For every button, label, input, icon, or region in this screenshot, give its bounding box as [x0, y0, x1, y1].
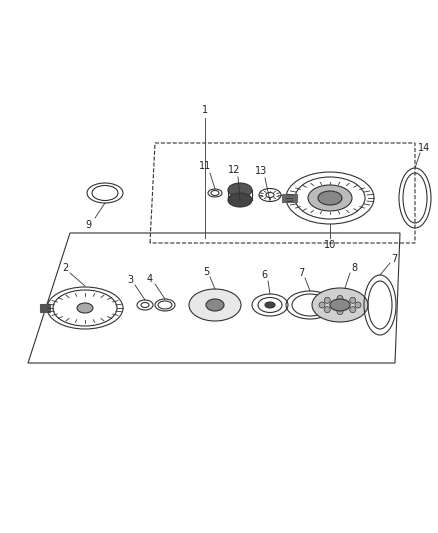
Text: 3: 3 — [127, 275, 133, 285]
Ellipse shape — [318, 191, 342, 205]
Ellipse shape — [206, 299, 224, 311]
Text: 4: 4 — [147, 274, 153, 284]
Text: 10: 10 — [324, 240, 336, 250]
Text: 12: 12 — [228, 165, 240, 175]
Circle shape — [350, 306, 356, 313]
Ellipse shape — [228, 193, 252, 207]
Text: 1: 1 — [202, 105, 208, 115]
Text: 8: 8 — [351, 263, 357, 273]
Text: 5: 5 — [203, 267, 209, 277]
Ellipse shape — [77, 303, 93, 313]
Text: 7: 7 — [298, 268, 304, 278]
Ellipse shape — [189, 289, 241, 321]
Text: 6: 6 — [261, 270, 267, 280]
Bar — [40, 304, 50, 312]
Text: 11: 11 — [199, 161, 211, 171]
Text: 13: 13 — [255, 166, 267, 176]
Circle shape — [355, 302, 361, 308]
Ellipse shape — [312, 288, 368, 322]
Ellipse shape — [265, 302, 275, 308]
Circle shape — [324, 306, 330, 313]
Circle shape — [337, 309, 343, 314]
Bar — [282, 194, 297, 202]
Ellipse shape — [330, 299, 350, 311]
Circle shape — [337, 295, 343, 301]
Text: 7: 7 — [391, 254, 397, 264]
Circle shape — [319, 302, 325, 308]
Text: 2: 2 — [62, 263, 68, 273]
Text: 14: 14 — [418, 143, 430, 153]
Ellipse shape — [228, 183, 252, 197]
Text: 9: 9 — [85, 220, 91, 230]
Circle shape — [350, 297, 356, 303]
Circle shape — [324, 297, 330, 303]
Ellipse shape — [308, 185, 352, 211]
